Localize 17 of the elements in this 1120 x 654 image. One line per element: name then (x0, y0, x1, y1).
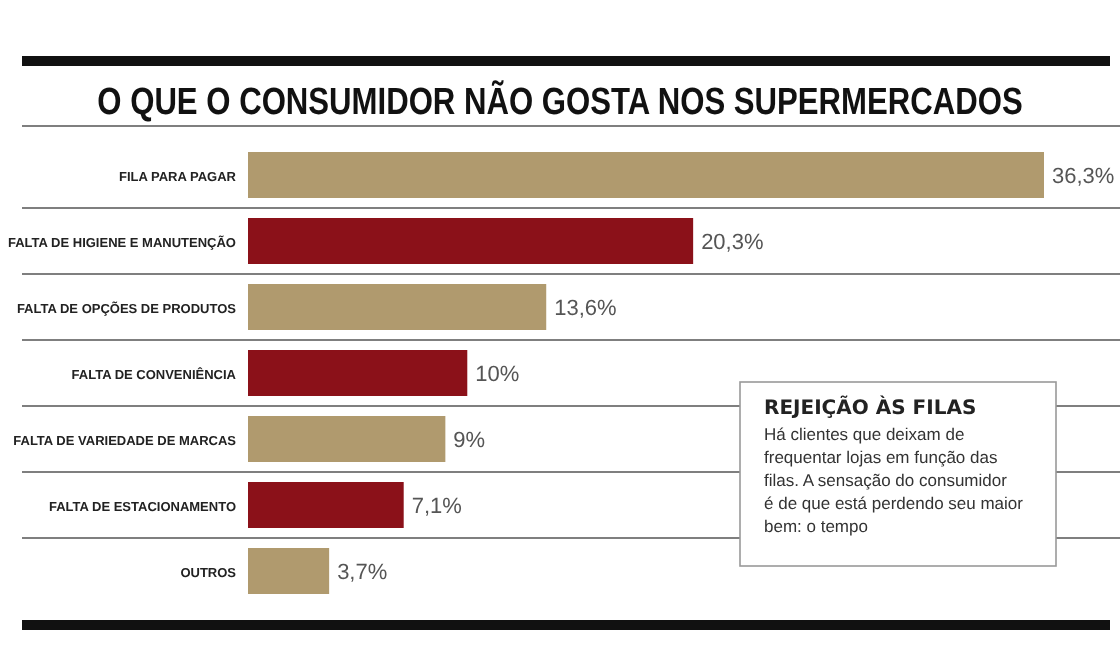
bar (248, 482, 404, 528)
data-label: 10% (475, 363, 520, 387)
bar (248, 152, 1044, 198)
bar (248, 548, 330, 594)
bar (248, 350, 468, 396)
bar (248, 218, 694, 264)
bar (248, 416, 446, 462)
data-label: 7,1% (411, 495, 463, 519)
bar (248, 284, 547, 330)
data-label: 9% (453, 429, 486, 453)
annotation: Há clientes que deixam de frequentar lojas em função das filas. A sensação do consumidor é de que está perdendo seu maior bem: o tempo (764, 424, 1024, 536)
data-label: 36,3% (1052, 165, 1115, 189)
data-label: 20,3% (701, 231, 764, 255)
chart-title: O QUE O CONSUMIDOR NÃO GOSTA NOS SUPERMERCADOS (97, 79, 1023, 123)
data-label: 3,7% (337, 561, 388, 585)
data-label: 13,6% (554, 297, 618, 321)
annotation: REJEIÇÃO ÀS FILAS (764, 394, 977, 420)
